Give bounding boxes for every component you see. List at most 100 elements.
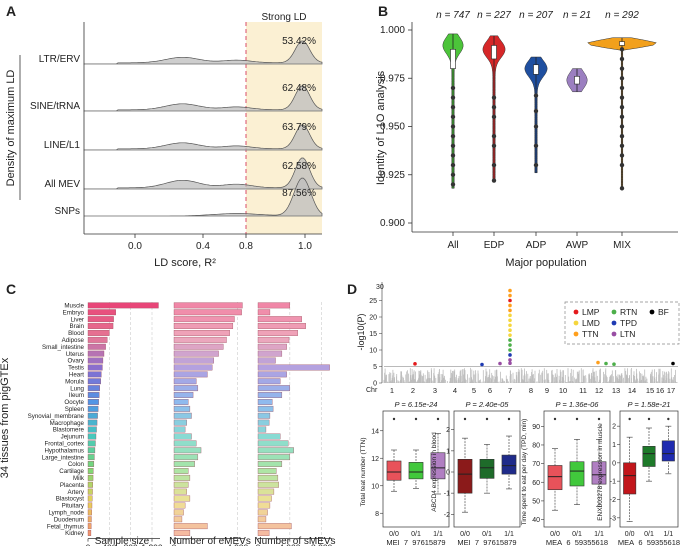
axis-c-tick-label: 800 [124,543,138,546]
boxplot-outlier [507,417,511,421]
axis-d-tick-label: 20 [369,315,377,322]
axis-a-xlabel: LD score, R² [154,257,216,269]
peak-point [508,343,512,347]
sample-size-bar [87,343,106,350]
boxplot-box [479,459,495,479]
peak-point [508,293,512,298]
boxplot-xlabel: MEI_7_97615879 [457,538,516,546]
ridge-density [83,124,323,151]
axis-d-tick-label: 10 [369,348,377,355]
smev-bar [257,371,287,378]
axis-c-ylabel: 34 tissues from pigGTEx [0,357,11,478]
smev-bar [257,343,287,350]
chr-label: Chr [366,387,378,394]
axis-b-tick-label: 0.925 [380,170,405,181]
smev-bar [257,440,289,447]
axis-c-xlabel-smev: Number of sMEVs [254,536,335,546]
boxplot-xlabel: MEA_6_59355618 [546,538,608,546]
sample-size-bar [87,495,93,502]
emev-bar [173,330,230,336]
boxplot-genotype-label: 0/1 [644,531,654,538]
smev-bar [257,426,267,433]
violin-box [533,64,539,75]
boxplot-tick-label: 0 [612,460,616,467]
boxplot-tick-label: 14 [371,428,379,435]
chromosome-label: 15 [646,386,654,395]
sample-size-bar [87,454,95,461]
boxplot-genotype-label: 0/1 [572,531,582,538]
violin-outlier [533,143,539,148]
emev-bar [173,419,187,426]
sample-size-bar [87,426,97,433]
axis-d-tick-label: 25 [369,298,377,305]
trait-hit-point [480,362,484,367]
ridge-percent-label: 62.58% [282,161,316,172]
sample-size-bar [87,509,92,516]
chromosome-label: 4 [453,386,457,395]
violin-outlier [491,143,497,148]
peak-point [508,358,512,362]
violin-outlier [491,105,497,110]
boxplot-box [547,465,563,491]
violin-outlier [619,186,625,191]
boxplot-frame [453,410,521,528]
sample-size-bar [87,357,104,364]
smev-bar [257,316,302,323]
boxplot-box [430,452,446,480]
panel-a-label: A [6,3,16,19]
violin-outlier [491,162,497,168]
violins [442,33,657,191]
axis-d-tick-30: 30 [376,284,384,291]
violin-box [491,45,497,60]
axis-d-ylabel: -log10(P) [356,313,366,350]
boxplot-tick-label: 10 [371,483,379,490]
ridge-category-label: All MEV [44,179,80,190]
smev-bar [257,454,291,461]
chromosome-label: 12 [595,386,603,395]
boxplot-outlier [647,417,651,421]
boxplot-outlier [553,417,557,421]
emev-bar [173,323,234,329]
legend-swatch [649,309,655,315]
smev-bar [257,364,330,371]
boxplot-tick-label: -3 [610,515,616,522]
peak-point [508,323,512,328]
tissue-label: Uterus [66,351,84,358]
violin-outlier [619,47,625,52]
ridge-percent-labels: 53.42% 62.48% 63.79% 62.58% 87.56% [282,36,316,199]
trait-legend: LMP RTN BF LMD TPD TTN LTN [573,307,669,339]
ridge-category-label: SNPs [54,206,80,217]
tissue-bar-charts: 0 400 8001,200 0 4,000 0 4,000 8,000 [86,302,333,546]
smev-bar [257,419,270,426]
violin-outlier [619,114,625,120]
axis-c-xlabel-sample: Sample size [95,536,150,546]
ridge-density [83,85,323,112]
smev-bar [257,350,283,357]
emev-bar [173,302,243,309]
emev-bar [173,461,195,467]
tissue-label: Synovial_membrane [28,413,85,420]
smev-bar [257,481,279,488]
violin-counts: n = 747 n = 227 n = 207 n = 21 n = 292 [436,10,639,21]
legend-label: LMP [582,307,600,317]
emev-bar [173,378,197,385]
axis-c-tick-label: 0 [86,543,91,546]
boxplot-tick-label: 50 [532,498,540,505]
panel-b: B 1.000 0.975 0.950 0.925 0.900 n = 747 n = 2… [375,3,678,269]
emev-bar [173,426,186,433]
legend-label: LTN [620,329,635,339]
trait-legend-box [564,301,680,345]
tissue-label: Adipose [62,337,85,344]
chromosome-labels: 1 2 3 4 5 6 7 8 9 10 11 12 13 14 15 16 17 [390,386,675,395]
violin-outlier [491,95,497,100]
sample-size-bar [87,440,96,447]
tissue-label: Spleen [65,406,85,413]
boxplot-frame [619,410,679,528]
chromosome-label: 8 [529,386,533,395]
violin-outlier [450,95,456,100]
peak-point [508,348,512,352]
smev-bar [257,488,275,495]
boxplot-tick-label: -2 [444,512,450,519]
axis-c-tick-label: 8,000 [311,543,333,546]
emev-bar [173,399,189,405]
